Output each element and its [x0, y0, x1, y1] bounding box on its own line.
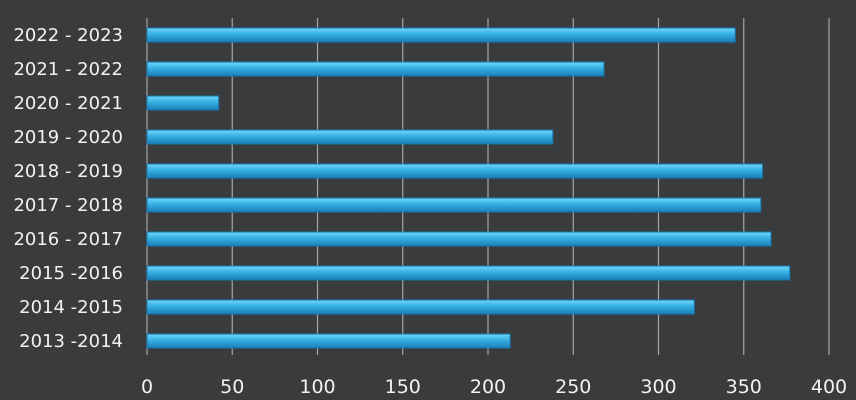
x-tick-label: 350	[726, 376, 762, 398]
bar	[146, 197, 762, 213]
x-tick-label: 50	[220, 376, 244, 398]
category-label: 2017 - 2018	[13, 195, 123, 216]
x-tick-label: 150	[385, 376, 421, 398]
category-label: 2021 - 2022	[13, 59, 123, 80]
category-label: 2013 -2014	[19, 331, 123, 352]
x-tick-label: 200	[470, 376, 506, 398]
x-tick-label: 300	[640, 376, 676, 398]
bar	[146, 129, 554, 145]
category-label: 2018 - 2019	[13, 161, 123, 182]
x-tick-label: 400	[811, 376, 847, 398]
category-labels: 2022 - 2023 2021 - 2022 2020 - 2021 2019 - …	[13, 25, 123, 352]
bar	[146, 299, 695, 315]
category-label: 2014 -2015	[19, 297, 123, 318]
bar	[146, 231, 772, 247]
x-tick-label: 0	[141, 376, 153, 398]
x-tick-label: 100	[299, 376, 335, 398]
x-tick-label: 250	[555, 376, 591, 398]
bar	[146, 61, 605, 77]
category-label: 2015 -2016	[19, 263, 123, 284]
bars	[146, 27, 791, 349]
category-label: 2016 - 2017	[13, 229, 123, 250]
x-axis-tick-labels: 0 50 100 150 200 250 300 350 400	[141, 376, 847, 398]
bar	[146, 265, 791, 281]
bar	[146, 163, 764, 179]
bar	[146, 27, 736, 43]
bar	[146, 333, 511, 349]
category-label: 2022 - 2023	[13, 25, 123, 46]
category-label: 2019 - 2020	[13, 127, 123, 148]
bar	[146, 95, 220, 111]
category-label: 2020 - 2021	[13, 93, 123, 114]
